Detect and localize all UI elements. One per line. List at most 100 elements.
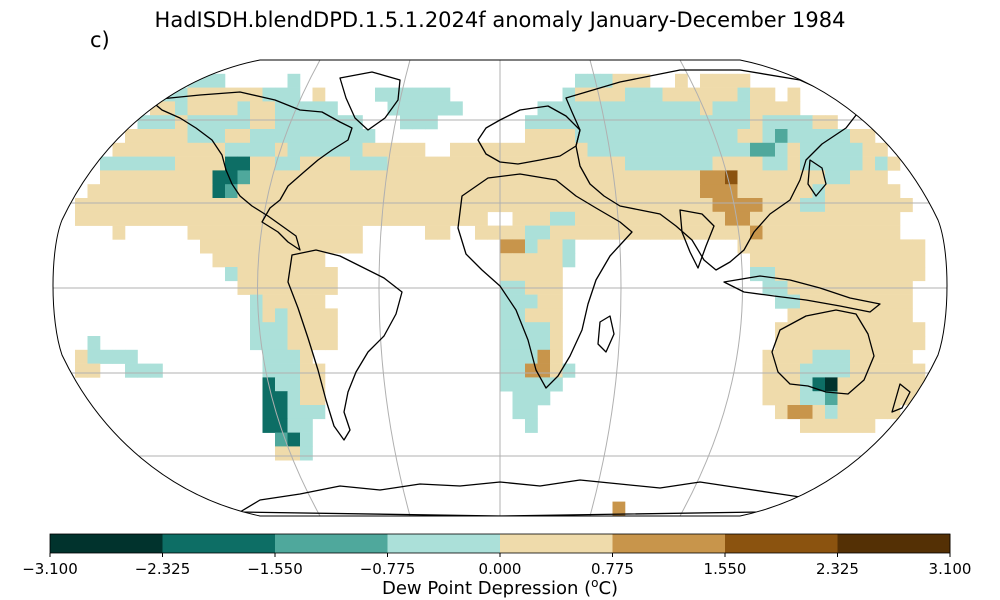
grid-cell — [537, 349, 551, 364]
grid-cell — [887, 239, 901, 254]
grid-cell — [525, 198, 538, 213]
grid-cell — [325, 239, 338, 254]
grid-cell — [700, 87, 713, 102]
grid-cell — [250, 336, 263, 351]
grid-cell — [412, 101, 426, 116]
grid-cell — [612, 501, 626, 516]
grid-cell — [712, 115, 726, 130]
grid-cell — [637, 211, 651, 226]
grid-cell — [675, 87, 688, 102]
grid-cell — [237, 225, 251, 240]
grid-cell — [275, 156, 288, 171]
grid-cell — [200, 170, 213, 185]
grid-cell — [212, 184, 226, 199]
grid-cell — [225, 115, 238, 130]
grid-cell — [875, 391, 888, 406]
grid-cell — [737, 184, 751, 199]
grid-cell — [250, 101, 263, 116]
grid-cell — [87, 198, 101, 213]
grid-cell — [512, 308, 526, 323]
grid-cell — [275, 253, 288, 268]
grid-cell — [700, 101, 713, 116]
grid-cell — [675, 156, 688, 171]
grid-cell — [662, 198, 676, 213]
grid-cell — [425, 87, 438, 102]
grid-cell — [837, 129, 851, 144]
grid-cell — [650, 170, 663, 185]
grid-cell — [537, 211, 551, 226]
grid-cell — [262, 253, 276, 268]
grid-cell — [675, 129, 688, 144]
grid-cell — [875, 405, 888, 420]
grid-cell — [550, 184, 563, 199]
grid-cell — [475, 142, 488, 157]
grid-cell — [887, 184, 901, 199]
grid-cell — [625, 87, 638, 102]
grid-cell — [512, 349, 526, 364]
grid-cell — [225, 267, 238, 282]
grid-cell — [825, 198, 838, 213]
grid-cell — [325, 336, 338, 351]
grid-cell — [300, 115, 313, 130]
grid-cell — [375, 184, 388, 199]
grid-cell — [175, 184, 188, 199]
grid-cell — [550, 377, 563, 392]
grid-cell — [312, 405, 326, 420]
grid-cell — [225, 253, 238, 268]
grid-cell — [750, 101, 763, 116]
grid-cell — [850, 129, 863, 144]
grid-cell — [700, 156, 713, 171]
grid-cell — [762, 101, 776, 116]
grid-cell — [250, 239, 263, 254]
grid-cell — [75, 363, 88, 378]
grid-cell — [362, 211, 376, 226]
grid-cell — [212, 239, 226, 254]
grid-cell — [75, 349, 88, 364]
grid-cell — [725, 87, 738, 102]
grid-cell — [837, 377, 851, 392]
grid-cell — [600, 142, 613, 157]
grid-cell — [775, 336, 788, 351]
grid-cell — [675, 73, 688, 88]
grid-cell — [225, 211, 238, 226]
grid-cell — [812, 391, 826, 406]
grid-cell — [312, 322, 326, 337]
grid-cell — [400, 211, 413, 226]
grid-cell — [562, 239, 576, 254]
grid-cell — [712, 156, 726, 171]
grid-cell — [875, 184, 888, 199]
grid-cell — [300, 418, 313, 433]
grid-cell — [275, 101, 288, 116]
grid-cell — [300, 142, 313, 157]
grid-cell — [762, 170, 776, 185]
gridline-lon-120w — [257, 60, 321, 516]
grid-cell — [825, 391, 838, 406]
grid-cell — [137, 170, 151, 185]
grid-cell — [287, 405, 301, 420]
colorbar-tick-label: −2.325 — [134, 560, 191, 578]
grid-cell — [625, 101, 638, 116]
grid-cell — [175, 101, 188, 116]
grid-cell — [137, 211, 151, 226]
grid-cell — [300, 432, 313, 447]
grid-cell — [400, 115, 413, 130]
grid-cell — [200, 156, 213, 171]
grid-cell — [512, 225, 526, 240]
grid-cell — [912, 363, 926, 378]
grid-cell — [400, 87, 413, 102]
grid-cell — [850, 184, 863, 199]
grid-cell — [762, 142, 776, 157]
grid-cell — [312, 87, 326, 102]
grid-cell — [850, 156, 863, 171]
grid-cell — [137, 198, 151, 213]
grid-cell — [812, 405, 826, 420]
grid-cell — [675, 184, 688, 199]
grid-cell — [100, 198, 113, 213]
grid-cell — [487, 198, 501, 213]
grid-cell — [775, 239, 788, 254]
grid-cell — [725, 211, 738, 226]
grid-cell — [300, 294, 313, 309]
grid-cell — [562, 363, 576, 378]
colorbar-tick-label: −0.775 — [359, 560, 416, 578]
grid-cell — [575, 225, 588, 240]
